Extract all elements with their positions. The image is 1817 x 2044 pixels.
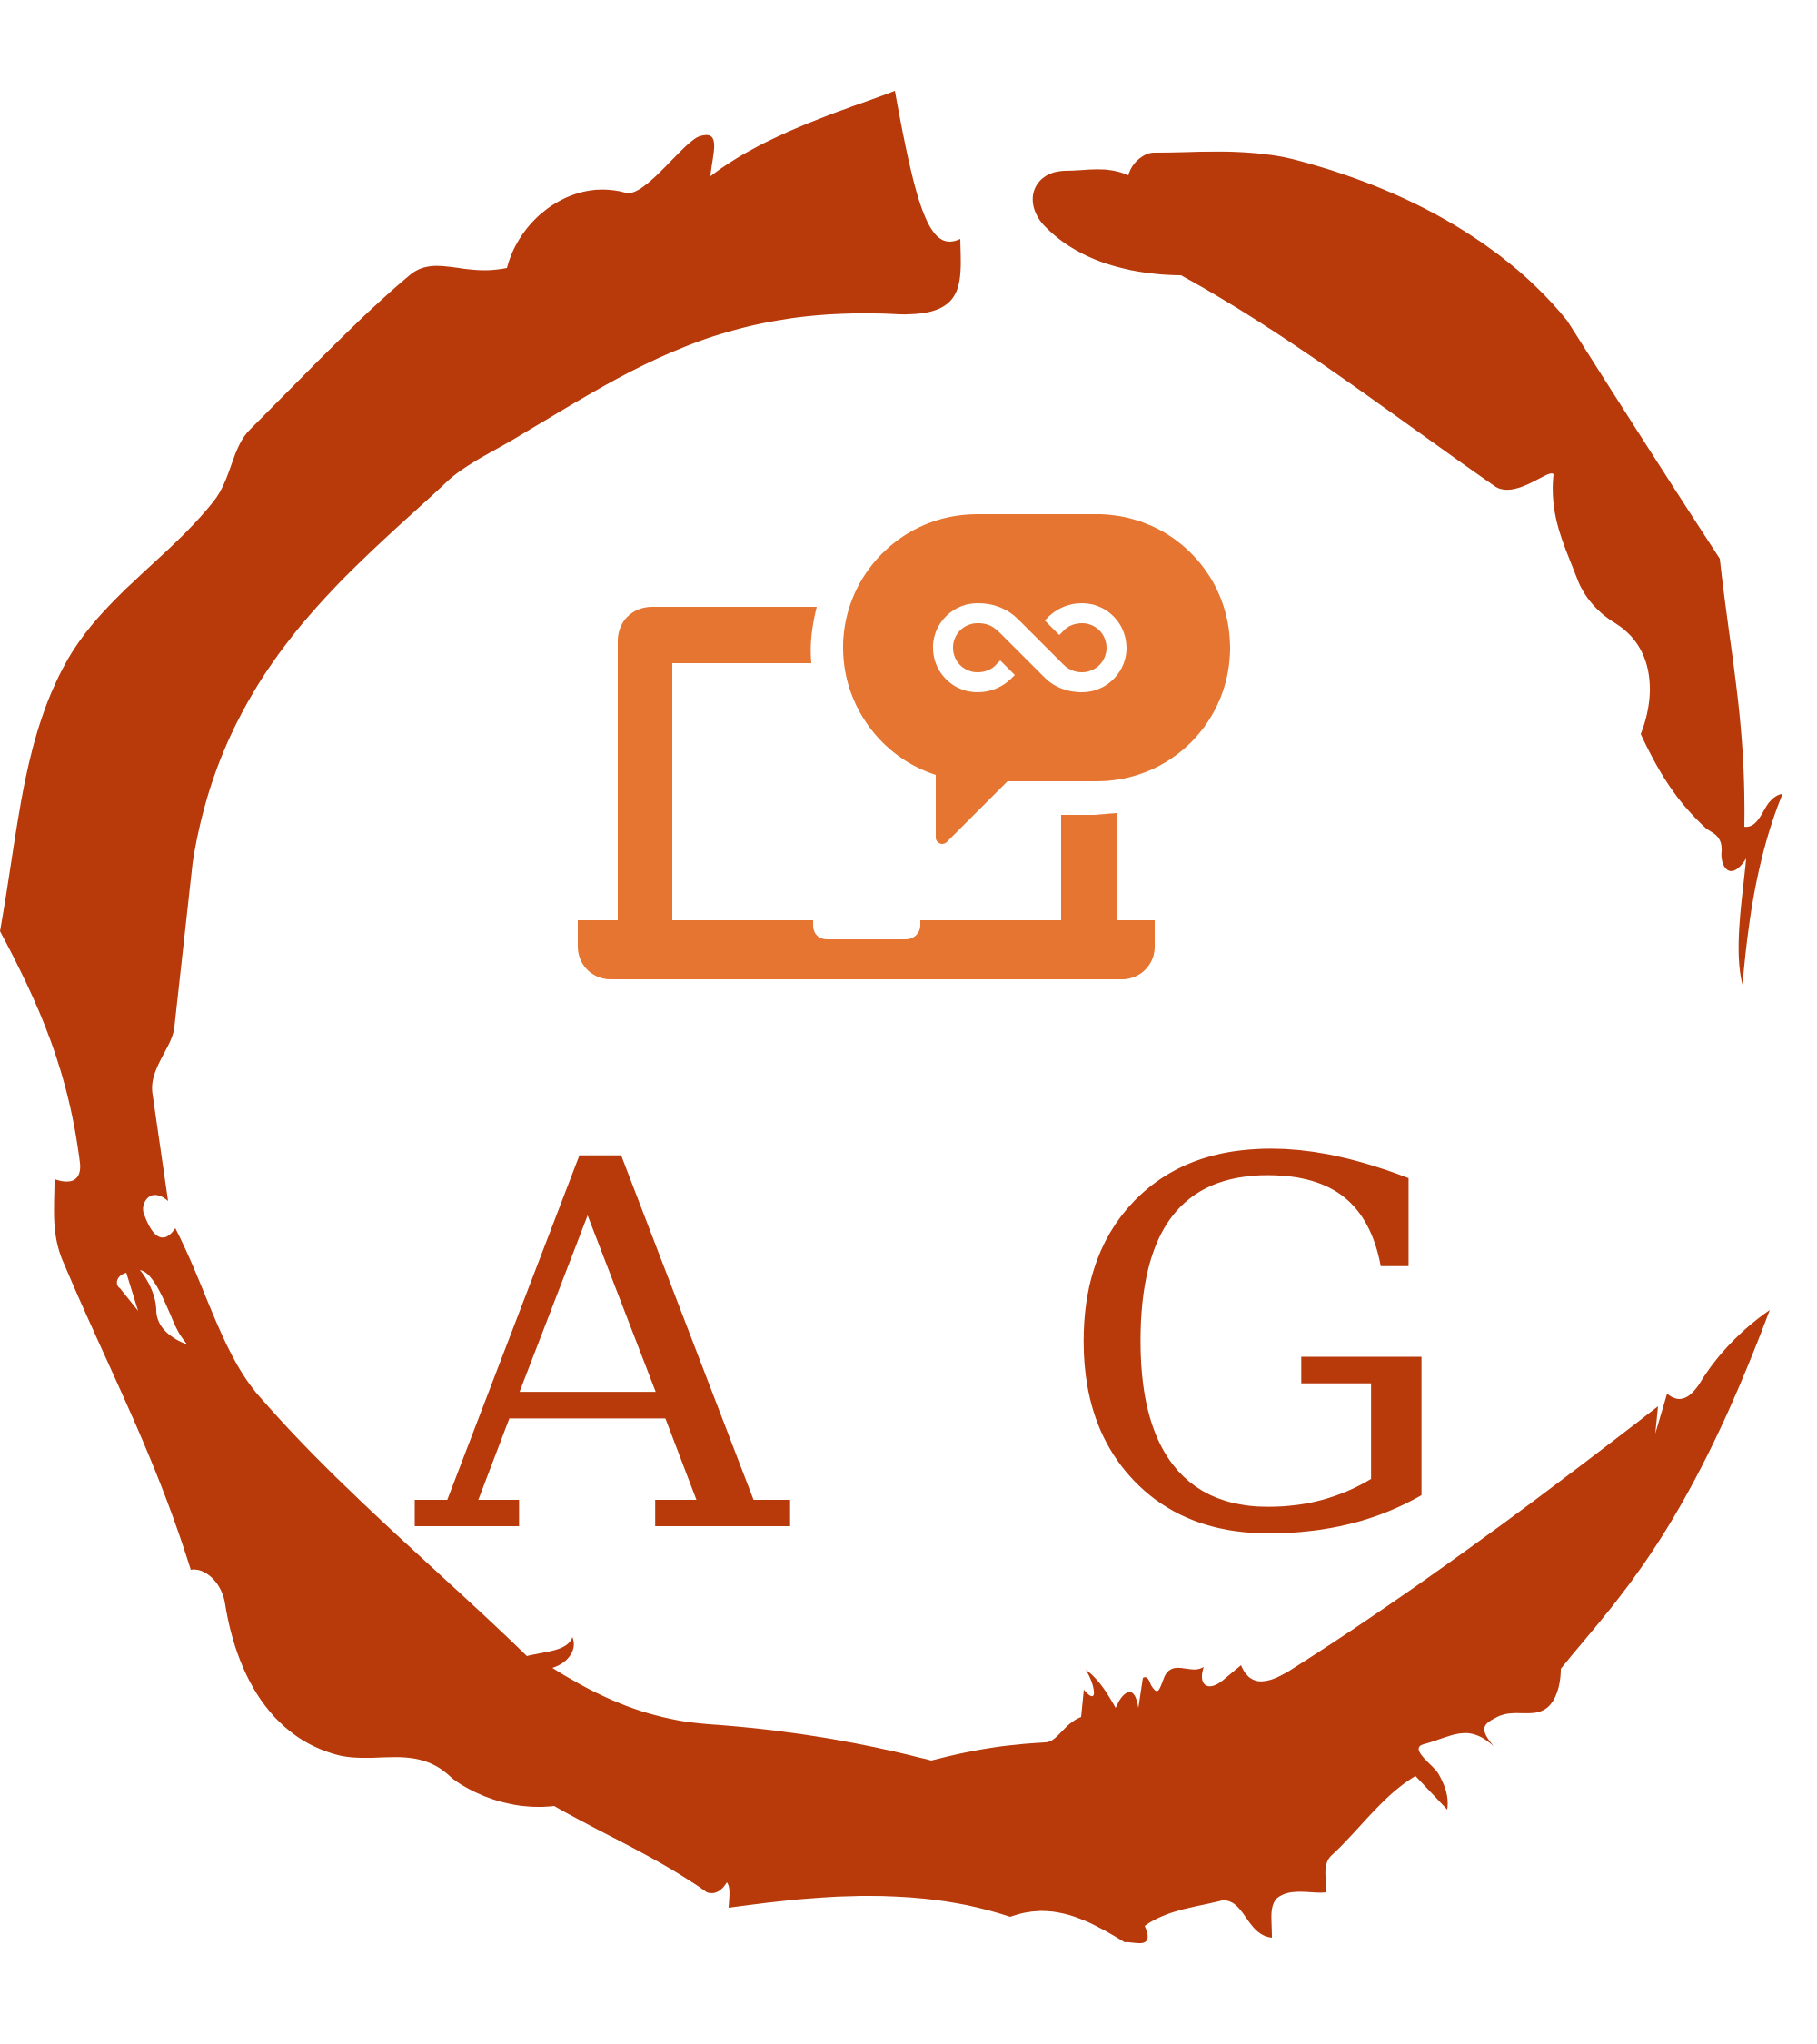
laptop-icon <box>578 607 1155 979</box>
monogram-letter-a: A <box>410 1055 791 1647</box>
speech-bubble-icon <box>843 514 1230 844</box>
frame-left-detail <box>140 1270 187 1344</box>
speech-bubble <box>843 514 1230 844</box>
monogram-letter-g: G <box>1055 1055 1461 1647</box>
monogram: A G <box>410 1055 1462 1647</box>
laptop-base <box>578 920 1155 979</box>
laptop-screen-right <box>1061 813 1117 920</box>
brush-circle-frame <box>0 91 1782 1944</box>
laptop-notch <box>813 920 920 939</box>
laptop-screen-frame <box>618 607 817 920</box>
frame-right-stroke <box>1032 151 1782 985</box>
frame-left-detail-2 <box>116 1273 138 1311</box>
infinity-icon <box>933 603 1127 692</box>
